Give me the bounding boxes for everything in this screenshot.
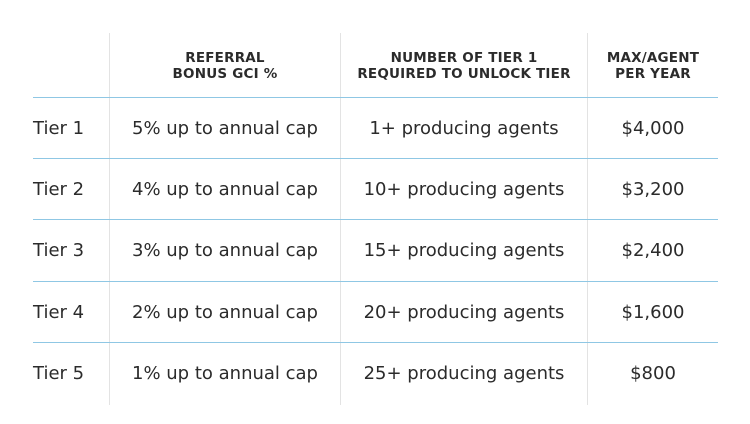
header-line: REQUIRED TO UNLOCK TIER	[357, 65, 571, 82]
bonus-cell: 5% up to annual cap	[132, 118, 318, 139]
header-tier-requirement: NUMBER OF TIER 1 REQUIRED TO UNLOCK TIER	[341, 34, 587, 97]
header-line: PER YEAR	[615, 65, 691, 82]
header-referral-bonus: REFERRAL BONUS GCI %	[110, 34, 340, 97]
bonus-cell: 2% up to annual cap	[132, 302, 318, 323]
tier-cell: Tier 1	[33, 118, 85, 139]
requirement-cell: 25+ producing agents	[363, 363, 565, 384]
table-row: Tier 3 3% up to annual cap 15+ producing…	[0, 220, 750, 281]
bonus-cell: 4% up to annual cap	[132, 179, 318, 200]
header-line: BONUS GCI %	[172, 65, 278, 82]
bonus-cell: 3% up to annual cap	[132, 240, 318, 261]
bonus-cell: 1% up to annual cap	[132, 363, 318, 384]
max-amount-cell: $2,400	[621, 240, 685, 261]
row-divider	[33, 97, 718, 98]
requirement-cell: 20+ producing agents	[363, 302, 565, 323]
tier-cell: Tier 2	[33, 179, 85, 200]
requirement-cell: 15+ producing agents	[363, 240, 565, 261]
table-row: Tier 1 5% up to annual cap 1+ producing …	[0, 98, 750, 159]
header-line: NUMBER OF TIER 1	[390, 49, 538, 66]
tier-cell: Tier 5	[33, 363, 85, 384]
header-line: MAX/AGENT	[606, 49, 700, 66]
table-row: Tier 5 1% up to annual cap 25+ producing…	[0, 343, 750, 404]
tier-cell: Tier 3	[33, 240, 85, 261]
row-divider	[33, 342, 718, 343]
max-amount-cell: $4,000	[621, 118, 685, 139]
tier-cell: Tier 4	[33, 302, 85, 323]
header-line: REFERRAL	[185, 49, 265, 66]
header-max-per-agent: MAX/AGENT PER YEAR	[588, 34, 718, 97]
row-divider	[33, 281, 718, 282]
row-divider	[33, 219, 718, 220]
requirement-cell: 1+ producing agents	[369, 118, 559, 139]
requirement-cell: 10+ producing agents	[363, 179, 565, 200]
max-amount-cell: $800	[630, 363, 676, 384]
row-divider	[33, 158, 718, 159]
table-row: Tier 4 2% up to annual cap 20+ producing…	[0, 282, 750, 343]
max-amount-cell: $3,200	[621, 179, 685, 200]
table-row: Tier 2 4% up to annual cap 10+ producing…	[0, 159, 750, 220]
max-amount-cell: $1,600	[621, 302, 685, 323]
